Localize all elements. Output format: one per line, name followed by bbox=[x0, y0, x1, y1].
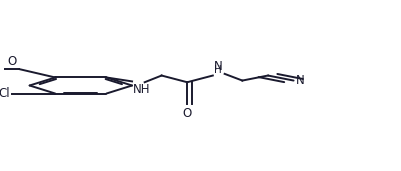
Text: N: N bbox=[213, 60, 222, 73]
Text: NH: NH bbox=[132, 83, 150, 96]
Text: O: O bbox=[182, 107, 191, 120]
Text: O: O bbox=[7, 55, 16, 68]
Text: Cl: Cl bbox=[0, 87, 10, 100]
Text: H: H bbox=[213, 65, 221, 75]
Text: N: N bbox=[295, 74, 304, 87]
